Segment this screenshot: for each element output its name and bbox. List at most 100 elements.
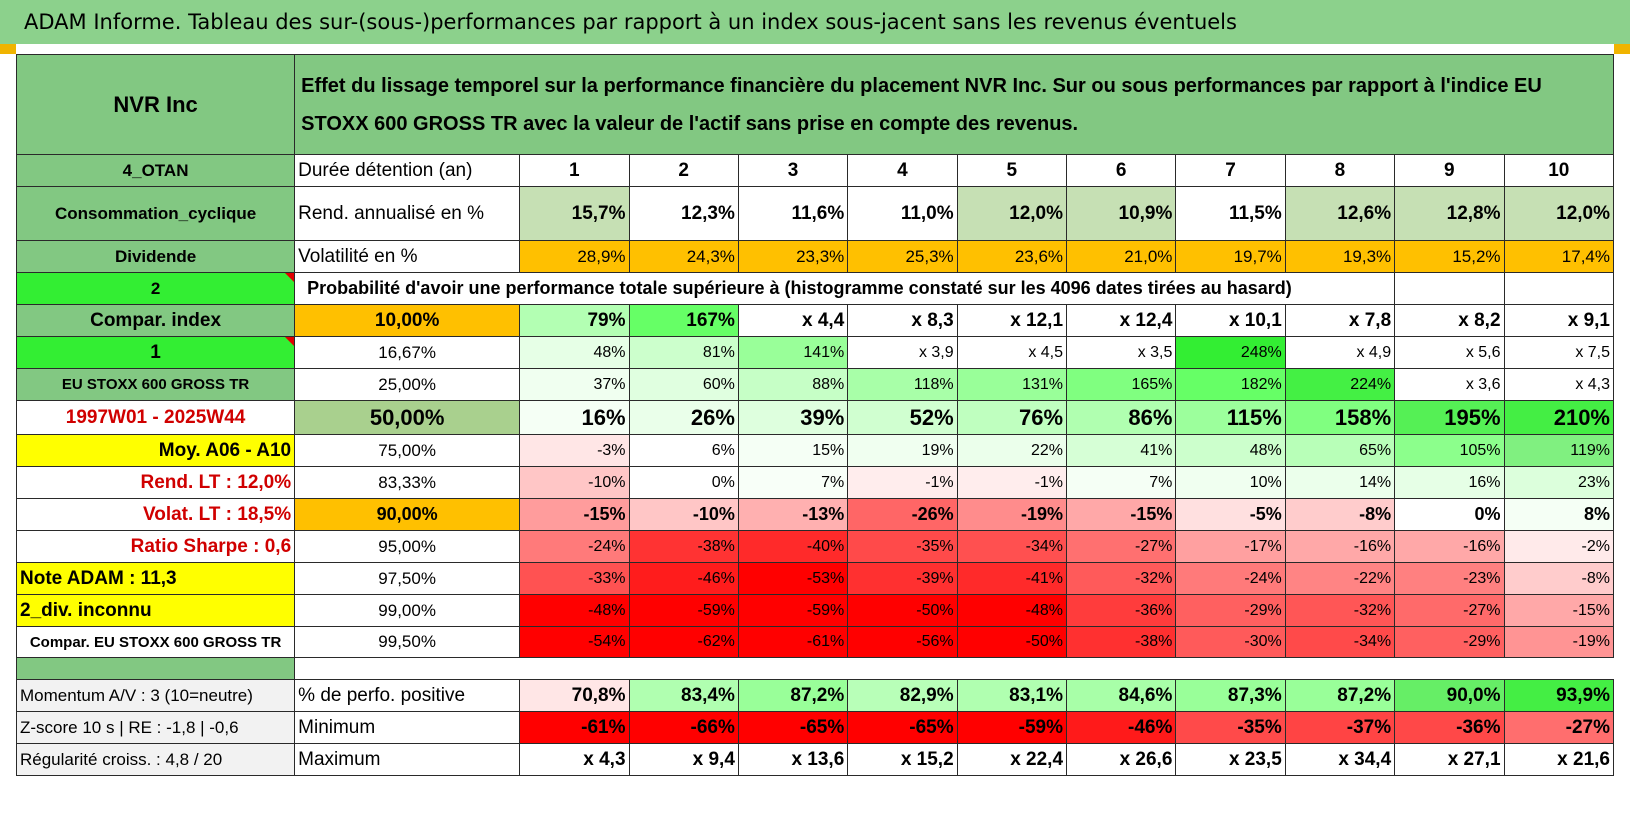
stat-cell: x 26,6 bbox=[1066, 743, 1177, 776]
perf-cell: -48% bbox=[519, 594, 630, 627]
probability-caption: Probabilité d'avoir une performance tota… bbox=[294, 272, 1396, 305]
percentile-cell: 83,33% bbox=[294, 466, 521, 499]
percentile-cell: 50,00% bbox=[294, 400, 521, 435]
empty-cell bbox=[1394, 272, 1505, 305]
perf-cell: 105% bbox=[1394, 434, 1505, 467]
return-cell: 12,0% bbox=[1503, 186, 1615, 241]
stat-cell: x 13,6 bbox=[737, 743, 849, 776]
stat-cell: -36% bbox=[1394, 711, 1505, 744]
decor-strip-right bbox=[1614, 44, 1630, 54]
perf-cell: 65% bbox=[1284, 434, 1396, 467]
return-label: Rend. annualisé en % bbox=[294, 186, 521, 241]
holding-duration-label: Durée détention (an) bbox=[294, 154, 521, 187]
return-cell: 12,3% bbox=[628, 186, 739, 241]
perf-cell: x 3,6 bbox=[1394, 368, 1505, 401]
percentile-row: Rend. LT : 12,0% 83,33% -10% 0% 7% -1% -1% 7% 10… bbox=[15, 466, 1615, 499]
perf-cell: x 4,5 bbox=[956, 336, 1068, 369]
return-cell: 12,8% bbox=[1394, 186, 1505, 241]
perf-cell: -8% bbox=[1284, 498, 1396, 531]
stat-cell: 82,9% bbox=[847, 679, 958, 712]
stat-cell: x 9,4 bbox=[628, 743, 739, 776]
stat-cell: 70,8% bbox=[519, 679, 630, 712]
perf-cell: -54% bbox=[519, 626, 630, 658]
perf-cell: x 4,4 bbox=[737, 304, 849, 337]
perf-cell: 23% bbox=[1503, 466, 1615, 499]
perf-cell: -30% bbox=[1175, 626, 1286, 658]
perf-cell: x 9,1 bbox=[1503, 304, 1615, 337]
report-title: ADAM Informe. Tableau des sur-(sous-)per… bbox=[0, 0, 1630, 44]
year-header: 9 bbox=[1394, 154, 1505, 187]
perf-cell: x 12,1 bbox=[956, 304, 1068, 337]
stat-cell: x 15,2 bbox=[847, 743, 958, 776]
percentile-cell: 97,50% bbox=[294, 562, 521, 595]
percentile-cell: 99,50% bbox=[294, 626, 521, 658]
perf-cell: x 8,3 bbox=[847, 304, 958, 337]
perf-cell: -62% bbox=[628, 626, 739, 658]
return-cell: 11,6% bbox=[737, 186, 849, 241]
volatility-cell: 23,3% bbox=[737, 240, 849, 273]
perf-cell: -29% bbox=[1175, 594, 1286, 627]
perf-cell: 141% bbox=[737, 336, 849, 369]
stat-cell: -66% bbox=[628, 711, 739, 744]
perf-cell: x 3,9 bbox=[847, 336, 958, 369]
perf-cell: 16% bbox=[519, 400, 630, 435]
perf-cell: 0% bbox=[628, 466, 739, 499]
perf-cell: -59% bbox=[737, 594, 849, 627]
percentile-cell: 99,00% bbox=[294, 594, 521, 627]
year-header: 8 bbox=[1284, 154, 1396, 187]
perf-cell: 60% bbox=[628, 368, 739, 401]
perf-cell: x 3,5 bbox=[1066, 336, 1177, 369]
stat-cell: x 23,5 bbox=[1175, 743, 1286, 776]
perf-cell: 8% bbox=[1503, 498, 1615, 531]
perf-cell: -46% bbox=[628, 562, 739, 595]
stat-cell: 87,2% bbox=[737, 679, 849, 712]
perf-cell: -38% bbox=[628, 530, 739, 563]
percentile-cell: 25,00% bbox=[294, 368, 521, 401]
spacer-cell bbox=[294, 657, 1614, 680]
perf-cell: 6% bbox=[628, 434, 739, 467]
return-cell: 15,7% bbox=[519, 186, 630, 241]
perf-cell: 15% bbox=[737, 434, 849, 467]
perf-cell: -29% bbox=[1394, 626, 1505, 658]
empty-cell bbox=[1503, 272, 1615, 305]
perf-cell: -56% bbox=[847, 626, 958, 658]
perf-cell: -41% bbox=[956, 562, 1068, 595]
side-label: Volat. LT : 18,5% bbox=[15, 498, 296, 531]
perf-cell: x 7,5 bbox=[1503, 336, 1615, 369]
spacer-row bbox=[15, 657, 1614, 680]
perf-cell: -15% bbox=[1503, 594, 1615, 627]
perf-cell: 81% bbox=[628, 336, 739, 369]
performance-table: NVR Inc Effet du lissage temporel sur la… bbox=[15, 54, 1615, 776]
stat-cell: 87,2% bbox=[1284, 679, 1396, 712]
perf-cell: -16% bbox=[1394, 530, 1505, 563]
perf-cell: 22% bbox=[956, 434, 1068, 467]
perf-cell: -26% bbox=[847, 498, 958, 531]
stat-label: Minimum bbox=[294, 711, 521, 744]
percentile-cell: 16,67% bbox=[294, 336, 521, 369]
perf-cell: -27% bbox=[1066, 530, 1177, 563]
perf-cell: -17% bbox=[1175, 530, 1286, 563]
perf-cell: -24% bbox=[1175, 562, 1286, 595]
side-label: 2 bbox=[15, 272, 296, 305]
return-cell: 12,6% bbox=[1284, 186, 1396, 241]
perf-cell: 7% bbox=[1066, 466, 1177, 499]
perf-cell: 86% bbox=[1066, 400, 1177, 435]
percentile-row: Compar. index 10,00% 79% 167% x 4,4 x 8,3 x 12… bbox=[15, 304, 1615, 337]
decor-strip-left bbox=[0, 44, 16, 54]
perf-cell: x 12,4 bbox=[1066, 304, 1177, 337]
perf-cell: -2% bbox=[1503, 530, 1615, 563]
percentile-row: Compar. EU STOXX 600 GROSS TR 99,50% -54% -… bbox=[15, 626, 1615, 658]
stat-cell: x 4,3 bbox=[519, 743, 630, 776]
stat-side-label: Z-score 10 s | RE : -1,8 | -0,6 bbox=[15, 711, 296, 744]
perf-cell: 131% bbox=[956, 368, 1068, 401]
volatility-cell: 28,9% bbox=[519, 240, 630, 273]
perf-cell: -53% bbox=[737, 562, 849, 595]
percentile-cell: 10,00% bbox=[294, 304, 521, 337]
volatility-cell: 19,7% bbox=[1175, 240, 1286, 273]
perf-cell: -15% bbox=[519, 498, 630, 531]
side-label: Note ADAM : 11,3 bbox=[15, 562, 296, 595]
volatility-cell: 25,3% bbox=[847, 240, 958, 273]
stat-cell: 83,4% bbox=[628, 679, 739, 712]
perf-cell: 14% bbox=[1284, 466, 1396, 499]
perf-cell: 88% bbox=[737, 368, 849, 401]
